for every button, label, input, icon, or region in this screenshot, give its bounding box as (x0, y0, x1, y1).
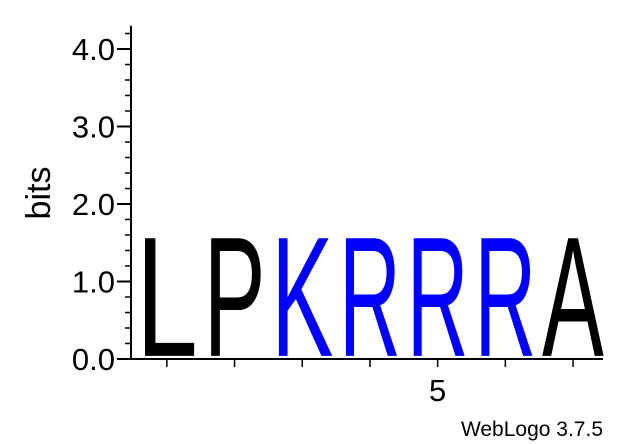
x-tick-label: 5 (429, 373, 446, 408)
logo-letter-r-pos-4: R (339, 202, 401, 393)
logo-letter-a-pos-7: A (542, 203, 604, 393)
y-tick-label: 4.0 (72, 32, 115, 67)
y-tick-label: 0.0 (72, 342, 115, 377)
y-axis-label: bits (20, 167, 58, 220)
y-tick-label: 2.0 (72, 187, 115, 222)
logo-letter-p-pos-2: P (204, 202, 266, 393)
weblogo-credit: WebLogo 3.7.5 (461, 418, 603, 441)
logo-letter-l-pos-1: L (136, 201, 198, 393)
axes: 0.0 1.0 2.0 3.0 4.0 5 (72, 25, 603, 408)
logo-letter-r-pos-6: R (474, 202, 536, 393)
logo-letter-k-pos-3: K (271, 202, 333, 393)
logo-letter-r-pos-5: R (407, 202, 469, 393)
y-tick-label: 3.0 (72, 110, 115, 145)
y-tick-label: 1.0 (72, 265, 115, 300)
